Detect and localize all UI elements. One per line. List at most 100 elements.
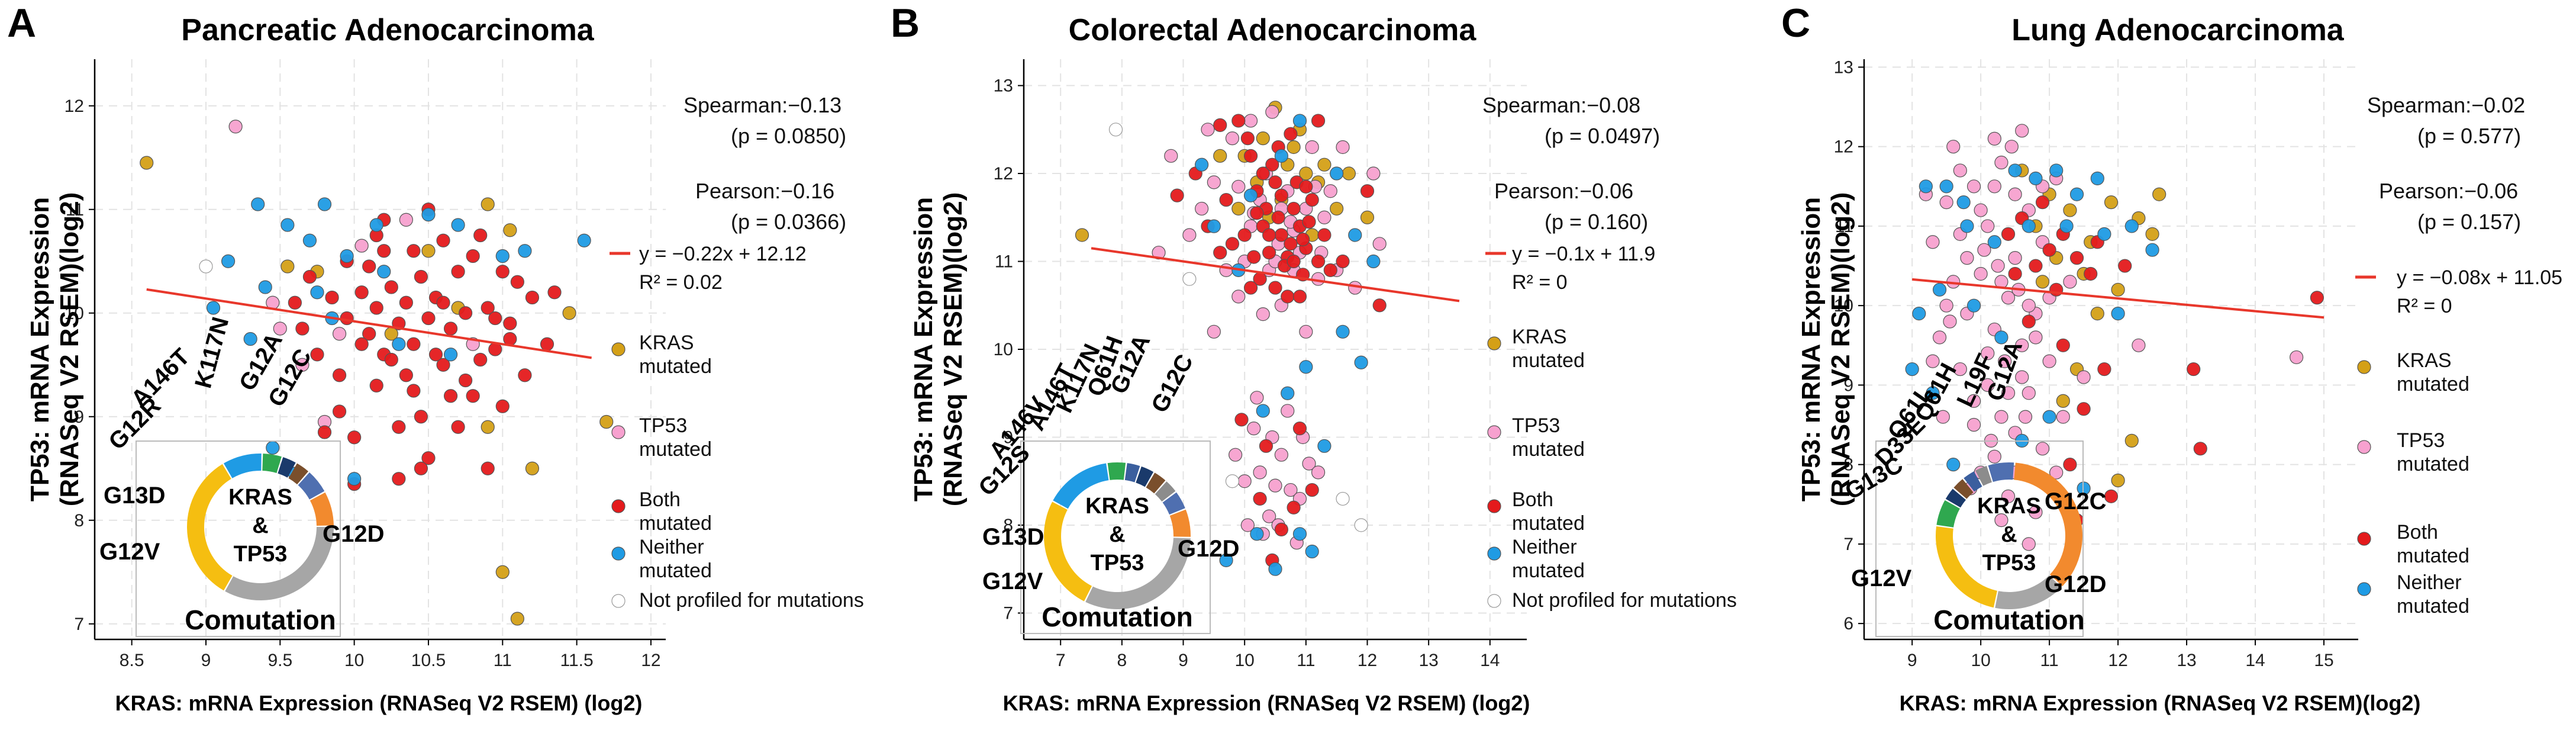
point-2-37 (1360, 184, 1375, 198)
y-tick-label: 11 (1835, 217, 1853, 236)
point-3-3 (258, 280, 272, 294)
legend-label: Not profiled for mutations (1512, 589, 1737, 612)
point-2-5 (2069, 251, 2084, 265)
point-1-28 (1247, 422, 1261, 436)
point-3-4 (2008, 163, 2022, 178)
point-0-9 (281, 259, 295, 274)
point-3-12 (1912, 306, 1926, 321)
legend-swatch (2357, 532, 2371, 546)
point-0-13 (1342, 166, 1356, 181)
donut-segment-g13d (224, 454, 262, 478)
point-3-9 (392, 337, 406, 351)
donut-label: G12D (323, 521, 385, 547)
point-1-24 (1253, 465, 1267, 480)
x-tick-label: 10.5 (411, 651, 446, 670)
point-0-3 (599, 414, 614, 429)
point-4-0 (199, 259, 213, 274)
point-0-12 (1360, 210, 1375, 224)
point-2-3 (362, 327, 376, 341)
point-0-1 (510, 612, 524, 626)
x-tick-label: 12 (1358, 651, 1377, 670)
legend-label: mutated (1512, 512, 1585, 535)
point-1-27 (1987, 449, 2001, 464)
x-tick-label: 10 (1234, 651, 1254, 670)
point-3-17 (2077, 481, 2091, 496)
donut-segment-g12d (225, 527, 334, 601)
r-squared: R² = 0 (1512, 271, 1568, 294)
point-2-13 (436, 358, 450, 372)
x-tick-label: 9.5 (267, 651, 292, 670)
point-3-3 (1987, 235, 2001, 249)
point-0-0 (140, 156, 154, 170)
x-tick-label: 11 (2040, 651, 2059, 670)
donut-center-text: TP53 (234, 542, 288, 567)
point-2-29 (1292, 290, 1307, 304)
point-2-58 (317, 425, 332, 439)
legend-label: TP53 (1512, 414, 1560, 437)
point-2-0 (2001, 227, 2016, 241)
y-axis-label: (RNASeq V2 RSEM)(log2) (55, 192, 84, 506)
point-0-5 (2152, 187, 2166, 201)
donut-segment-g12a (1162, 492, 1185, 515)
spearman-p-value: (p = 0.0497) (1545, 124, 1660, 148)
point-2-44 (1305, 483, 1319, 497)
point-1-0 (228, 120, 243, 134)
x-axis-label: KRAS: mRNA Expression (RNASeq V2 RSEM) (… (115, 691, 643, 715)
x-tick-label: 13 (1418, 651, 1438, 670)
y-tick-label: 8 (1003, 516, 1013, 535)
point-1-29 (2056, 410, 2070, 424)
pearson-label: Pearson:−0.06 (1494, 179, 1633, 203)
point-1-43 (1265, 105, 1279, 119)
point-1-5 (295, 358, 309, 372)
point-0-6 (481, 197, 495, 211)
donut-label: A146T (126, 343, 195, 412)
point-2-51 (295, 321, 309, 336)
y-tick-label: 7 (74, 615, 84, 634)
donut-segment-k117n (288, 463, 309, 485)
point-2-21 (2056, 338, 2070, 352)
donut-center-text: & (252, 513, 268, 538)
point-2-51 (1287, 254, 1301, 269)
point-3-7 (1281, 386, 1295, 400)
point-2-0 (325, 290, 339, 305)
donut-center-text: KRAS (228, 485, 292, 510)
point-2-22 (503, 316, 517, 330)
donut-segment-a146t (278, 457, 296, 478)
point-1-22 (1274, 448, 1288, 462)
point-2-32 (399, 368, 413, 382)
point-2-46 (459, 373, 473, 388)
comutation-inset: KRAS&TP53ComutationG12DG12VG13DG12SA146V… (973, 330, 1240, 634)
donut-segment-q61l (1953, 479, 1974, 499)
point-2-33 (407, 244, 421, 258)
y-axis-label: (RNASeq V2 RSEM)(log2) (1826, 192, 1855, 506)
point-2-49 (310, 348, 324, 362)
spearman-p-value: (p = 0.0850) (731, 124, 846, 148)
point-1-32 (1946, 140, 1961, 154)
point-2-2 (354, 285, 369, 300)
point-3-15 (266, 440, 280, 455)
point-2-8 (2008, 266, 2022, 281)
point-2-30 (377, 244, 391, 258)
point-2-8 (1287, 201, 1301, 216)
point-2-40 (1292, 422, 1307, 436)
point-3-19 (1994, 330, 2008, 345)
point-2-18 (2118, 259, 2132, 273)
point-1-65 (1998, 354, 2012, 368)
x-tick-label: 9 (1178, 651, 1188, 670)
point-2-16 (2310, 291, 2324, 305)
legend-label: mutated (1512, 438, 1585, 461)
point-3-8 (369, 218, 383, 232)
point-3-18 (1966, 298, 1981, 313)
point-3-22 (2111, 306, 2125, 321)
donut-segment-a146t (1136, 466, 1154, 487)
pearson-p-value: (p = 0.157) (2417, 210, 2521, 234)
x-tick-label: 9 (1907, 651, 1917, 670)
chart-title: Colorectal Adenocarcinoma (1069, 13, 1477, 47)
donut-segment-d33e (1945, 488, 1966, 508)
point-0-2 (495, 565, 510, 579)
point-1-57 (1231, 179, 1246, 194)
point-2-27 (347, 430, 362, 445)
donut-segment-g12c (2014, 462, 2082, 587)
point-1-2 (1225, 131, 1240, 146)
donut-segment-g12s (1107, 462, 1126, 480)
